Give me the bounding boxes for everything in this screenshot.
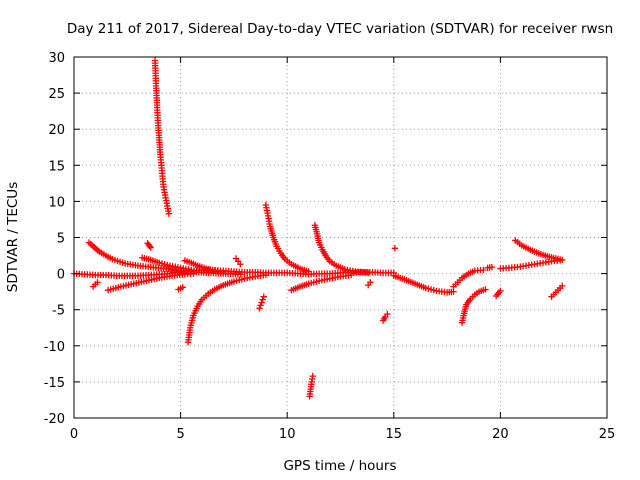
y-tick-label: -20 [44,412,65,427]
plot-frame [73,56,608,419]
data-point [258,299,265,306]
series-dip-18.3h [458,286,489,326]
series-cluster-5.5h [181,257,227,276]
x-tick-label: 0 [70,427,78,442]
series-arc-8.9h [262,201,312,275]
data-point [488,263,496,271]
data-layer [70,57,566,400]
data-point [347,271,355,279]
tick-layer: 0 5 10 15 20 25 -20 -15 -10 -5 0 5 10 15 20 25 30 [44,51,616,442]
x-axis-label: GPS time / hours [283,458,396,474]
series-arc-11.3h [311,222,372,277]
series-blob-3.5h [144,240,154,251]
series-dip-15.5h [390,272,457,296]
series-arc-0.9h [89,279,101,290]
data-point [559,256,566,264]
series-blob-14.6h [379,310,391,324]
x-tick-label: 20 [492,427,509,442]
data-point [188,266,195,274]
data-point [305,268,312,275]
x-tick-label: 25 [599,427,616,442]
data-point [165,210,173,217]
data-point [179,284,186,291]
series-tail-20h [497,257,564,272]
series-arc-17.8h [450,266,487,290]
x-tick-label: 15 [386,427,403,442]
y-tick-label: -5 [52,304,65,319]
x-tick-label: 10 [279,427,296,442]
data-point [391,245,399,252]
data-point [309,372,316,380]
data-point [146,242,153,250]
data-point [259,296,266,303]
y-tick-label: 25 [48,87,65,102]
y-tick-label: -10 [44,340,65,355]
series-blob-19.4h [484,263,496,272]
series-blob-13.8h [365,279,374,289]
series-dip-10.3h [288,271,355,294]
series-arc-3.2h [139,254,195,274]
data-point [480,266,487,274]
series-dip-5.3h [184,271,270,346]
data-point [497,287,504,295]
series-blob-8.8h [256,293,267,312]
series-blob-19.8h [492,287,504,300]
data-point [256,305,263,312]
y-tick-label: 30 [48,51,65,66]
data-point [482,286,489,293]
data-point [190,270,197,277]
data-point [257,302,264,309]
data-point [237,271,244,278]
y-tick-label: 5 [57,232,65,247]
series-point-15h [391,245,399,252]
data-point [262,271,270,279]
y-tick-label: -15 [44,376,65,391]
y-tick-label: 15 [48,159,65,174]
y-tick-label: 0 [57,268,65,283]
chart-title: Day 211 of 2017, Sidereal Day-to-day VTE… [67,21,613,37]
series-blob-7.5h [232,255,244,268]
data-point [260,293,267,300]
series-arc-1.6h [104,270,197,294]
data-point [147,244,154,251]
data-point [559,282,566,290]
y-tick-label: 20 [48,123,65,138]
y-tick-label: 10 [48,195,65,210]
data-point [220,268,227,276]
grid-layer [74,57,607,418]
series-spike-11h [306,372,316,400]
data-point [94,279,101,286]
data-point [365,269,372,277]
x-tick-label: 5 [176,427,184,442]
series-arc-20.7h [512,237,566,264]
data-point [367,279,374,286]
series-blob-22.8h [548,282,566,300]
data-point [384,310,391,318]
series-spike-3.7h [151,57,173,217]
series-blob-5.0h [175,284,186,293]
y-axis-label: SDTVAR / TECUs [5,182,21,292]
data-point [237,261,244,268]
